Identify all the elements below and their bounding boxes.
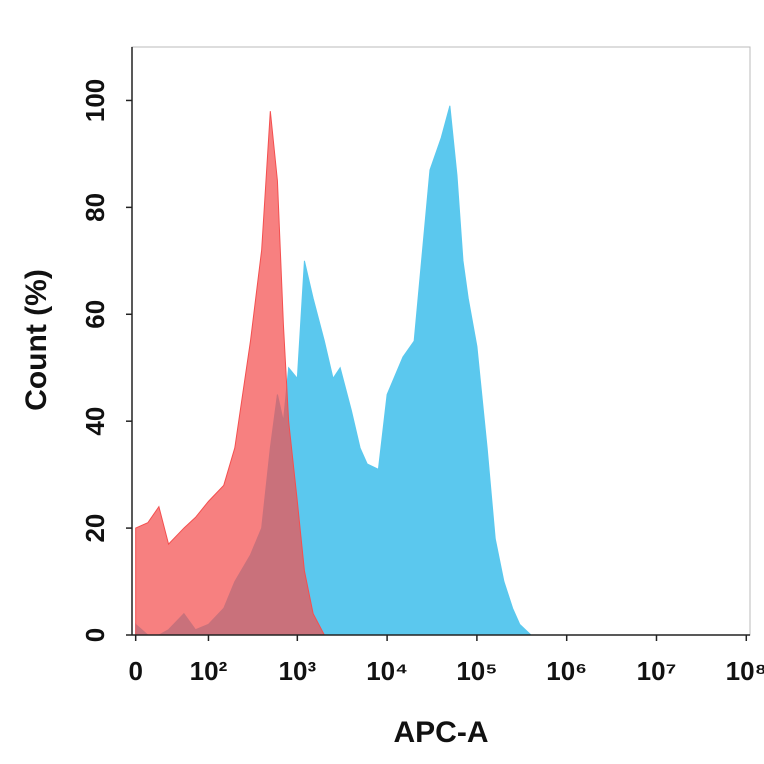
y-tick-label: 100 (80, 79, 110, 122)
x-tick-label: 10⁴ (366, 656, 408, 686)
x-axis-label: APC-A (394, 716, 489, 749)
x-tick-label: 10⁷ (637, 656, 677, 686)
y-tick-label: 0 (80, 628, 110, 642)
x-tick-label: 10⁶ (546, 656, 587, 686)
y-tick-label: 60 (80, 300, 110, 329)
y-tick-label: 40 (80, 407, 110, 436)
x-tick-label: 10³ (279, 656, 317, 686)
x-tick-label: 0 (128, 656, 142, 686)
x-tick-label: 10² (190, 656, 228, 686)
y-axis-label: Count (%) (20, 269, 53, 411)
y-tick-label: 80 (80, 193, 110, 222)
x-tick-label: 10⁵ (456, 656, 497, 686)
x-tick-label: 10⁸ (726, 656, 764, 686)
y-tick-label: 20 (80, 514, 110, 543)
